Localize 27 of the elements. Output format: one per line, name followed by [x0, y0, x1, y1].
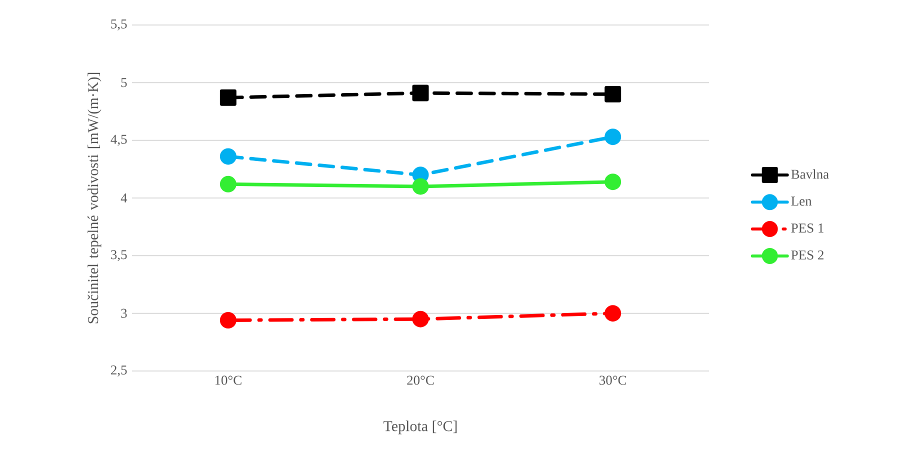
y-tick-label: 4,5 [110, 134, 127, 146]
legend-label: Bavlna [791, 169, 829, 179]
x-axis-title: Teplota [°C] [384, 420, 457, 434]
x-tick-label: 30°C [600, 376, 626, 385]
point [220, 312, 236, 328]
point [412, 178, 429, 195]
point [220, 89, 236, 106]
point [412, 310, 429, 328]
y-tick-label: 5,5 [111, 20, 127, 30]
y-tick-label: 5 [121, 78, 127, 88]
x-tick-label: 20°C [407, 376, 434, 385]
y-axis-title: Součinitel tepelné vodivosti [mW/(m·K)] [88, 72, 102, 324]
y-tick-label: 3,5 [111, 250, 127, 262]
point [220, 148, 236, 165]
x-tick-label: 10°C [215, 376, 242, 385]
y-tick-label: 2,5 [111, 365, 127, 376]
point [604, 128, 622, 146]
y-tick-label: 3 [121, 308, 127, 318]
y-tick-label: 4 [120, 194, 128, 202]
legend-label: PES 2 [791, 250, 824, 260]
point [604, 86, 622, 102]
point [412, 84, 429, 102]
legend-label: Len [791, 196, 812, 206]
point [220, 176, 236, 192]
point [604, 174, 622, 190]
legend-label: PES 1 [791, 224, 824, 233]
point [604, 305, 622, 322]
